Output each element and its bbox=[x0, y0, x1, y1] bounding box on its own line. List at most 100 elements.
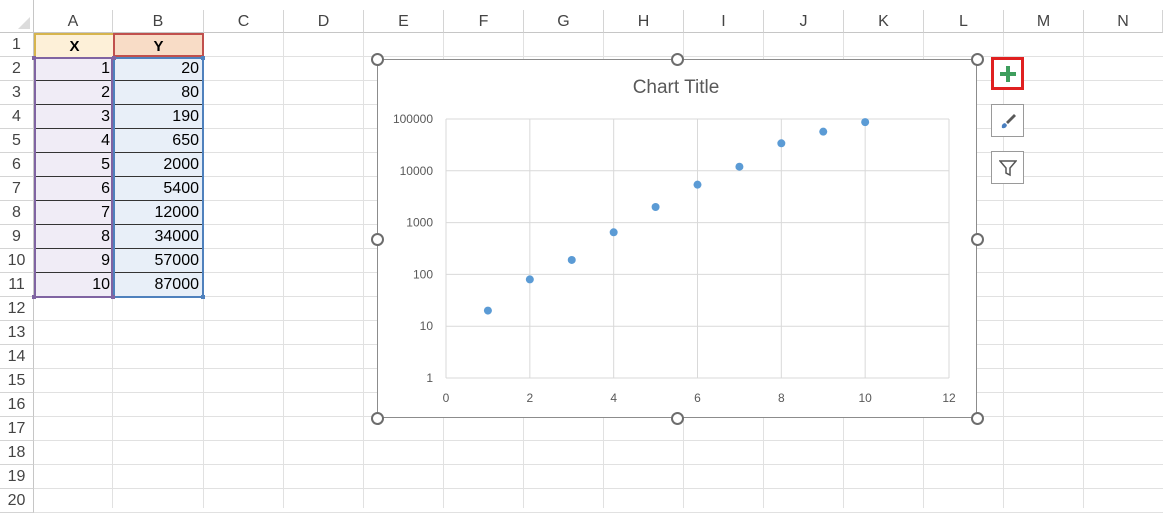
row-header-10[interactable]: 10 bbox=[0, 249, 34, 273]
column-header-a[interactable]: A bbox=[34, 10, 113, 33]
chart-styles-button[interactable] bbox=[991, 104, 1024, 137]
grid-vline bbox=[363, 33, 364, 508]
x-tick-label: 6 bbox=[694, 391, 701, 405]
data-point[interactable] bbox=[525, 275, 534, 284]
y-axis-ticks: 1 10 100 1000 10000 100000 bbox=[393, 112, 433, 385]
y-tick-label: 100 bbox=[413, 267, 433, 281]
chart-resize-handle[interactable] bbox=[371, 53, 384, 66]
row-header-12[interactable]: 12 bbox=[0, 297, 34, 321]
column-header-m[interactable]: M bbox=[1004, 10, 1084, 33]
cell-y[interactable]: 650 bbox=[113, 129, 204, 153]
cell-x[interactable]: 10 bbox=[34, 273, 113, 297]
range-corner-handle[interactable] bbox=[201, 295, 205, 299]
column-header-g[interactable]: G bbox=[524, 10, 604, 33]
chart-area[interactable]: Chart Title 0 2 4 6 8 10 12 1 10 100 1000 10000 100… bbox=[377, 59, 977, 418]
row-header-15[interactable]: 15 bbox=[0, 369, 34, 393]
data-point[interactable] bbox=[693, 180, 702, 189]
chart-gridlines bbox=[445, 118, 950, 379]
chart-resize-handle[interactable] bbox=[371, 412, 384, 425]
grid-vline bbox=[1083, 33, 1084, 508]
data-point[interactable] bbox=[735, 162, 744, 171]
cell-y[interactable]: 57000 bbox=[113, 249, 204, 273]
chart-resize-handle[interactable] bbox=[671, 53, 684, 66]
chart-resize-handle[interactable] bbox=[971, 233, 984, 246]
cell-y[interactable]: 5400 bbox=[113, 177, 204, 201]
column-header-k[interactable]: K bbox=[844, 10, 924, 33]
row-header-5[interactable]: 5 bbox=[0, 129, 34, 153]
column-header-l[interactable]: L bbox=[924, 10, 1004, 33]
row-header-20[interactable]: 20 bbox=[0, 489, 34, 513]
paintbrush-icon bbox=[1001, 113, 1016, 128]
grid-hline bbox=[34, 440, 1163, 441]
cell-y[interactable]: 80 bbox=[113, 81, 204, 105]
column-header-n[interactable]: N bbox=[1084, 10, 1163, 33]
column-header-j[interactable]: J bbox=[764, 10, 844, 33]
row-header-1[interactable]: 1 bbox=[0, 33, 34, 57]
y-tick-label: 100000 bbox=[393, 112, 433, 126]
cell-y[interactable]: 2000 bbox=[113, 153, 204, 177]
cell-x[interactable]: 4 bbox=[34, 129, 113, 153]
data-point[interactable] bbox=[567, 255, 576, 264]
data-point[interactable] bbox=[483, 306, 492, 315]
row-header-18[interactable]: 18 bbox=[0, 441, 34, 465]
column-header-h[interactable]: H bbox=[604, 10, 684, 33]
column-header-d[interactable]: D bbox=[284, 10, 364, 33]
cell-y[interactable]: 190 bbox=[113, 105, 204, 129]
header-cell-y[interactable]: Y bbox=[113, 33, 204, 57]
row-header-14[interactable]: 14 bbox=[0, 345, 34, 369]
range-corner-handle[interactable] bbox=[112, 56, 116, 60]
row-header-6[interactable]: 6 bbox=[0, 153, 34, 177]
data-point[interactable] bbox=[609, 228, 618, 237]
data-point[interactable] bbox=[651, 203, 660, 212]
cell-x[interactable]: 3 bbox=[34, 105, 113, 129]
cell-x[interactable]: 5 bbox=[34, 153, 113, 177]
cell-x[interactable]: 2 bbox=[34, 81, 113, 105]
row-header-9[interactable]: 9 bbox=[0, 225, 34, 249]
row-header-3[interactable]: 3 bbox=[0, 81, 34, 105]
cell-x[interactable]: 7 bbox=[34, 201, 113, 225]
chart-title[interactable]: Chart Title bbox=[633, 77, 720, 98]
chart-filters-button[interactable] bbox=[991, 151, 1024, 184]
chart-resize-handle[interactable] bbox=[971, 53, 984, 66]
x-tick-label: 12 bbox=[942, 391, 956, 405]
cell-x[interactable]: 9 bbox=[34, 249, 113, 273]
range-corner-handle[interactable] bbox=[32, 295, 36, 299]
range-corner-handle[interactable] bbox=[111, 295, 115, 299]
column-header-b[interactable]: B bbox=[113, 10, 204, 33]
cell-x[interactable]: 8 bbox=[34, 225, 113, 249]
column-header-f[interactable]: F bbox=[444, 10, 524, 33]
cell-y[interactable]: 34000 bbox=[113, 225, 204, 249]
row-header-17[interactable]: 17 bbox=[0, 417, 34, 441]
chart-resize-handle[interactable] bbox=[971, 412, 984, 425]
select-all-corner[interactable] bbox=[0, 0, 34, 33]
data-point[interactable] bbox=[777, 139, 786, 148]
cell-y[interactable]: 87000 bbox=[113, 273, 204, 297]
cell-x[interactable]: 6 bbox=[34, 177, 113, 201]
chart-elements-button[interactable] bbox=[991, 57, 1024, 90]
range-corner-handle[interactable] bbox=[201, 56, 205, 60]
row-header-19[interactable]: 19 bbox=[0, 465, 34, 489]
range-corner-handle[interactable] bbox=[32, 56, 36, 60]
data-point[interactable] bbox=[819, 127, 828, 136]
cell-y[interactable]: 20 bbox=[113, 57, 204, 81]
column-header-e[interactable]: E bbox=[364, 10, 444, 33]
row-header-2[interactable]: 2 bbox=[0, 57, 34, 81]
row-header-16[interactable]: 16 bbox=[0, 393, 34, 417]
scatter-chart: Chart Title 0 2 4 6 8 10 12 1 10 100 1000 10000 100… bbox=[393, 77, 956, 405]
grid-hline bbox=[34, 464, 1163, 465]
chart-resize-handle[interactable] bbox=[371, 233, 384, 246]
column-header-i[interactable]: I bbox=[684, 10, 764, 33]
data-point[interactable] bbox=[861, 118, 870, 127]
row-header-7[interactable]: 7 bbox=[0, 177, 34, 201]
row-header-8[interactable]: 8 bbox=[0, 201, 34, 225]
x-tick-label: 4 bbox=[610, 391, 617, 405]
header-cell-x[interactable]: X bbox=[34, 33, 113, 57]
row-header-4[interactable]: 4 bbox=[0, 105, 34, 129]
cell-x[interactable]: 1 bbox=[34, 57, 113, 81]
cell-y[interactable]: 12000 bbox=[113, 201, 204, 225]
row-header-13[interactable]: 13 bbox=[0, 321, 34, 345]
row-header-11[interactable]: 11 bbox=[0, 273, 34, 297]
column-header-c[interactable]: C bbox=[204, 10, 284, 33]
chart-resize-handle[interactable] bbox=[671, 412, 684, 425]
